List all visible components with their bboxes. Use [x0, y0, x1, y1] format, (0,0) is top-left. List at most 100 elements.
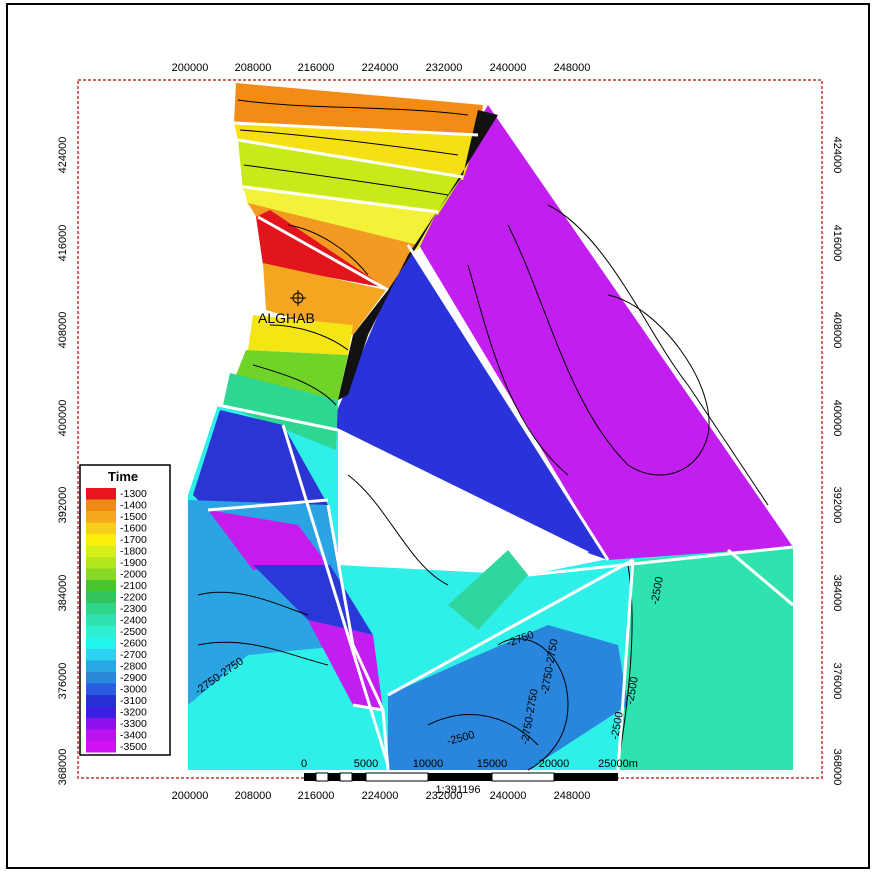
legend-swatch — [86, 568, 116, 580]
contour-line — [243, 164, 449, 196]
fault-line — [242, 185, 439, 214]
y-tick-label: 424000 — [831, 137, 843, 174]
x-tick-label: 216000 — [298, 790, 335, 802]
scale-label: 10000 — [413, 758, 444, 770]
legend-swatch — [86, 580, 116, 592]
contour-map: ALGHAB -2750-2750 -2750 -2750-2750 -2750… — [57, 62, 843, 802]
legend-label: -3300 — [120, 718, 147, 730]
contour-line — [197, 641, 329, 666]
area-teal-bump — [448, 550, 528, 630]
y-tick-label: 408000 — [57, 312, 69, 349]
legend-label: -3100 — [120, 695, 147, 707]
map-fill — [188, 83, 793, 770]
contour-line — [269, 324, 349, 351]
area-yellow-band-1 — [234, 123, 478, 180]
x-tick-label: 200000 — [172, 62, 209, 74]
legend-swatch — [86, 706, 116, 718]
contour-line — [467, 264, 569, 476]
y-tick-label: 368000 — [831, 749, 843, 786]
y-tick-label: 416000 — [57, 225, 69, 262]
x-tick-label: 232000 — [426, 790, 463, 802]
legend-swatch — [86, 488, 116, 500]
area-purple-sw — [208, 510, 328, 570]
x-tick-label: 240000 — [490, 62, 527, 74]
legend-label: -2700 — [120, 649, 147, 661]
y-tick-label: 400000 — [831, 400, 843, 437]
contour-line — [197, 591, 309, 616]
legend-swatch — [86, 534, 116, 546]
legend-label: -2400 — [120, 615, 147, 627]
scale-seg — [328, 773, 340, 781]
x-tick-label: 208000 — [235, 790, 272, 802]
fault-line — [233, 121, 479, 137]
scale-bar: 0 5000 10000 15000 20000 25000m 1:391196 — [301, 758, 638, 796]
y-tick-label: 376000 — [57, 663, 69, 700]
scale-seg — [304, 773, 316, 781]
fault-line — [616, 559, 635, 771]
fault-line — [337, 428, 589, 555]
legend-swatch — [86, 695, 116, 707]
legend-label: -1300 — [120, 488, 147, 500]
x-tick-label: 216000 — [298, 62, 335, 74]
fault-line — [387, 558, 634, 697]
scale-label: 5000 — [354, 758, 378, 770]
fault-lines — [207, 121, 794, 771]
y-ticks-left: 424000 416000 408000 400000 392000 38400… — [57, 137, 69, 786]
contour-lines — [197, 99, 769, 771]
legend-swatch — [86, 637, 116, 649]
area-red-tongue — [256, 210, 386, 288]
contour-label: -2500 — [624, 676, 641, 706]
fault-line — [406, 244, 610, 561]
contour-line — [287, 224, 369, 276]
legend-label: -2000 — [120, 569, 147, 581]
area-light-yellow-band — [243, 185, 438, 250]
legend-swatch — [86, 522, 116, 534]
scale-ratio: 1:391196 — [435, 784, 480, 796]
legend-label: -1800 — [120, 546, 147, 558]
y-ticks-right: 424000 416000 408000 400000 392000 38400… — [831, 137, 843, 786]
fault-line — [326, 504, 390, 771]
scale-seg — [352, 773, 366, 781]
contour-label: -2500 — [609, 711, 626, 741]
legend-label: -2600 — [120, 638, 147, 650]
contour-line — [347, 474, 449, 586]
contour-line — [252, 364, 337, 406]
fault-line — [217, 403, 339, 432]
fault-line — [527, 545, 794, 577]
legend-label: -1900 — [120, 557, 147, 569]
scale-label: 15000 — [477, 758, 508, 770]
scale-label: 0 — [301, 758, 307, 770]
legend-swatch — [86, 603, 116, 615]
legend-swatch — [86, 614, 116, 626]
legend-entries: -1300-1400-1500-1600-1700-1800-1900-2000… — [86, 488, 147, 753]
y-tick-label: 416000 — [831, 225, 843, 262]
area-blue-centre-south — [388, 625, 628, 770]
y-tick-label: 424000 — [57, 137, 69, 174]
x-tick-label: 232000 — [426, 62, 463, 74]
x-ticks-top: 200000 208000 216000 224000 232000 24000… — [172, 62, 591, 74]
legend: Time -1300-1400-1500-1600-1700-1800-1900… — [79, 464, 171, 756]
scale-seg — [491, 772, 555, 782]
legend-swatch — [86, 557, 116, 569]
legend-swatch — [86, 660, 116, 672]
fault-line — [727, 548, 794, 607]
legend-title: Time — [108, 469, 138, 484]
y-tick-label: 392000 — [57, 487, 69, 524]
legend-label: -2100 — [120, 580, 147, 592]
legend-label: -1400 — [120, 500, 147, 512]
legend-swatch — [86, 591, 116, 603]
y-tick-label: 368000 — [57, 749, 69, 786]
legend-label: -3500 — [120, 741, 147, 753]
x-ticks-bottom: 200000 208000 216000 224000 232000 24000… — [172, 790, 591, 802]
area-green-lower — [236, 350, 348, 400]
legend-label: -3000 — [120, 684, 147, 696]
x-tick-label: 224000 — [362, 790, 399, 802]
legend-label: -1600 — [120, 523, 147, 535]
y-tick-label: 392000 — [831, 487, 843, 524]
x-tick-label: 208000 — [235, 62, 272, 74]
fault-line — [237, 138, 464, 179]
scale-seg — [554, 773, 618, 781]
x-tick-label: 248000 — [554, 62, 591, 74]
contour-label: -2500 — [649, 576, 666, 606]
contour-line — [237, 99, 469, 116]
